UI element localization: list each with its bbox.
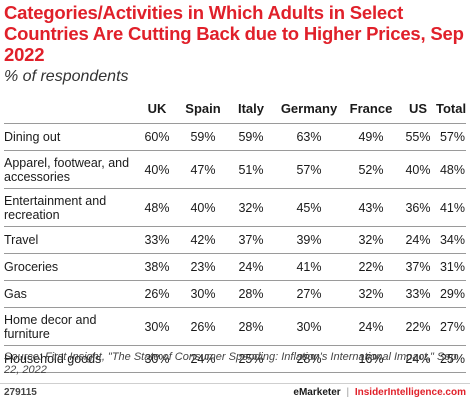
row-category-label: Groceries [4, 253, 134, 281]
table-cell-value: 25% [436, 345, 466, 373]
row-category-label: Home decor and furniture [4, 307, 134, 346]
table-cell-value: 32% [226, 188, 276, 227]
table-cell-value: 32% [342, 280, 400, 308]
table-cell-value: 42% [180, 226, 226, 254]
table-cell-value: 30% [180, 280, 226, 308]
column-header: France [342, 98, 400, 124]
table-row: Travel 33% 42% 37% 39% 32% 24% 34% [4, 226, 466, 254]
table-cell-value: 51% [226, 150, 276, 189]
table-cell-value: 57% [276, 150, 342, 189]
chart-id: 279115 [4, 387, 37, 398]
table-cell-value: 47% [180, 150, 226, 189]
row-category-label: Dining out [4, 123, 134, 151]
table-cell-value: 59% [180, 123, 226, 151]
table-row: Apparel, footwear, and accessories 40% 47%… [4, 150, 466, 189]
table-cell-value: 23% [180, 253, 226, 281]
table-cell-value: 28% [226, 280, 276, 308]
column-header: Italy [226, 98, 276, 124]
column-header: US [400, 98, 436, 124]
brand: eMarketer | InsiderIntelligence.com [293, 387, 466, 398]
table-cell-value: 41% [436, 188, 466, 227]
table-cell-value: 24% [400, 226, 436, 254]
column-header: Spain [180, 98, 226, 124]
table-cell-value: 27% [436, 307, 466, 346]
footer: 279115 eMarketer | InsiderIntelligence.c… [0, 383, 470, 402]
table-row: Groceries 38% 23% 24% 41% 22% 37% 31% [4, 253, 466, 281]
table-row: Entertainment and recreation 48% 40% 32% 45%… [4, 188, 466, 227]
chart-title: Categories/Activities in Which Adults in… [4, 2, 464, 65]
row-category-label: Gas [4, 280, 134, 308]
table-cell-value: 24% [400, 345, 436, 373]
header-blank [4, 98, 134, 124]
header-row: UK Spain Italy Germany France US Total [4, 98, 466, 124]
column-header: Germany [276, 98, 342, 124]
table-cell-value: 60% [134, 123, 180, 151]
table-cell-value: 33% [400, 280, 436, 308]
table-cell-value: 24% [226, 253, 276, 281]
table-cell-value: 55% [400, 123, 436, 151]
table-cell-value: 28% [226, 307, 276, 346]
table-cell-value: 52% [342, 150, 400, 189]
table-cell-value: 49% [342, 123, 400, 151]
brand-emarketer: eMarketer [293, 387, 341, 398]
table-cell-value: 37% [400, 253, 436, 281]
column-header: UK [134, 98, 180, 124]
table-cell-value: 31% [436, 253, 466, 281]
table-cell-value: 30% [134, 307, 180, 346]
table-cell-value: 24% [180, 345, 226, 373]
row-category-label: Apparel, footwear, and accessories [4, 150, 134, 189]
table-cell-value: 22% [342, 253, 400, 281]
table-cell-value: 25% [226, 345, 276, 373]
table-cell-value: 16% [342, 345, 400, 373]
table-cell-value: 32% [342, 226, 400, 254]
table-cell-value: 40% [180, 188, 226, 227]
table-cell-value: 48% [134, 188, 180, 227]
table-cell-value: 36% [400, 188, 436, 227]
table-cell-value: 43% [342, 188, 400, 227]
table-cell-value: 24% [342, 307, 400, 346]
table-cell-value: 34% [436, 226, 466, 254]
table-cell-value: 59% [226, 123, 276, 151]
table-cell-value: 40% [134, 150, 180, 189]
table-cell-value: 48% [436, 150, 466, 189]
table-cell-value: 41% [276, 253, 342, 281]
row-category-label: Household goods [4, 345, 134, 373]
table-cell-value: 37% [226, 226, 276, 254]
table-row: Household goods 30% 24% 25% 28% 16% 24% 25% [4, 345, 466, 373]
table-cell-value: 30% [276, 307, 342, 346]
table-cell-value: 26% [180, 307, 226, 346]
table-cell-value: 38% [134, 253, 180, 281]
source-note: Source: First Insight, "The State of Con… [4, 351, 457, 376]
table-cell-value: 45% [276, 188, 342, 227]
chart-subtitle: % of respondents [4, 68, 129, 85]
row-category-label: Entertainment and recreation [4, 188, 134, 227]
column-header: Total [436, 98, 466, 124]
brand-separator: | [346, 387, 350, 398]
table-cell-value: 63% [276, 123, 342, 151]
table-cell-value: 29% [436, 280, 466, 308]
table-cell-value: 28% [276, 345, 342, 373]
brand-insider-intelligence: InsiderIntelligence.com [354, 387, 466, 398]
table-cell-value: 27% [276, 280, 342, 308]
table-cell-value: 30% [134, 345, 180, 373]
table-cell-value: 57% [436, 123, 466, 151]
table-cell-value: 26% [134, 280, 180, 308]
table-row: Dining out 60% 59% 59% 63% 49% 55% 57% [4, 123, 466, 151]
table-cell-value: 22% [400, 307, 436, 346]
table-row: Gas 26% 30% 28% 27% 32% 33% 29% [4, 280, 466, 308]
table-cell-value: 33% [134, 226, 180, 254]
table-body: Dining out 60% 59% 59% 63% 49% 55% 57% Apparel, … [4, 123, 466, 373]
data-table: UK Spain Italy Germany France US Total D… [4, 98, 466, 373]
table-row: Home decor and furniture 30% 26% 28% 30% 24% 2… [4, 307, 466, 346]
row-category-label: Travel [4, 226, 134, 254]
table-cell-value: 40% [400, 150, 436, 189]
table-cell-value: 39% [276, 226, 342, 254]
